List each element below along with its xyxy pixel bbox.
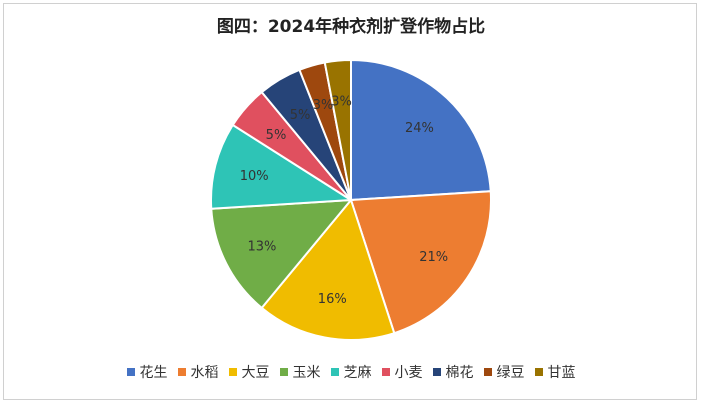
legend-label: 甘蓝 [547,365,576,381]
pie-slice-芝麻 [210,123,355,210]
legend-item-水稻: 水稻 [177,362,219,382]
legend-swatch-icon [126,368,135,376]
legend-item-绿豆: 绿豆 [483,362,525,382]
legend-swatch-icon [177,368,186,376]
legend-label: 棉花 [445,365,474,381]
legend-item-花生: 花生 [126,362,168,382]
legend-item-棉花: 棉花 [432,362,474,382]
legend-item-大豆: 大豆 [228,362,270,382]
legend-swatch-icon [228,368,237,376]
slice-label-甘蓝: 3% [331,94,352,109]
pie-slice-甘蓝 [323,58,352,201]
pie-slice-花生 [350,58,492,202]
slice-label-绿豆: 3% [313,98,334,113]
legend-label: 小麦 [394,365,423,381]
slice-label-玉米: 13% [247,239,276,254]
slice-label-花生: 24% [405,121,434,136]
legend-swatch-icon [432,368,441,376]
legend-swatch-icon [381,368,390,376]
legend-swatch-icon [279,368,288,376]
pie-slice-玉米 [210,198,354,310]
slice-label-大豆: 16% [318,292,347,307]
legend-swatch-icon [330,368,339,376]
slice-label-小麦: 5% [266,128,287,143]
legend-item-小麦: 小麦 [381,362,423,382]
pie-slice-水稻 [349,190,492,335]
pie-slice-大豆 [260,197,396,341]
chart-title: 图四：2024年种衣剂扩登作物占比 [216,17,486,37]
legend-label: 水稻 [190,365,219,381]
slice-label-芝麻: 10% [240,169,269,184]
legend-item-芝麻: 芝麻 [330,362,372,382]
legend-swatch-icon [483,368,492,376]
slice-label-水稻: 21% [419,250,448,265]
legend-item-玉米: 玉米 [279,362,321,382]
slice-label-棉花: 5% [290,108,311,123]
legend-swatch-icon [534,368,543,376]
legend-label: 花生 [139,365,168,381]
legend-label: 玉米 [292,365,321,381]
legend: 花生 水稻 大豆 玉米 芝麻 小麦 棉花 绿豆 甘蓝 [0,362,702,382]
legend-label: 大豆 [241,365,270,381]
legend-label: 绿豆 [496,365,525,381]
legend-item-甘蓝: 甘蓝 [534,362,576,382]
legend-label: 芝麻 [343,365,372,381]
